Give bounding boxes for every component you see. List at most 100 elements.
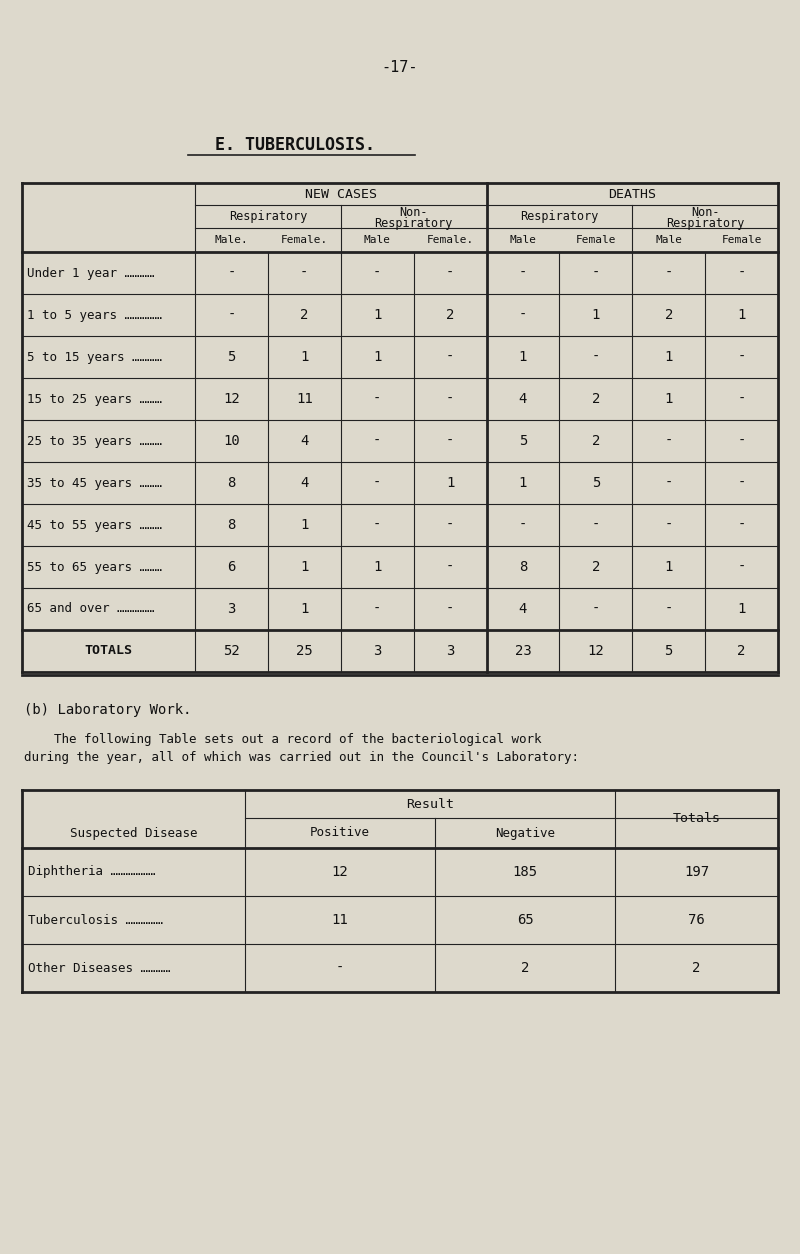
- Text: -: -: [518, 266, 527, 280]
- Text: -: -: [738, 350, 746, 364]
- Text: -: -: [738, 561, 746, 574]
- Text: 1: 1: [446, 477, 454, 490]
- Text: 1: 1: [300, 518, 309, 532]
- Text: Female.: Female.: [426, 234, 474, 245]
- Text: -: -: [373, 393, 382, 406]
- Text: -: -: [336, 961, 344, 976]
- Text: Male: Male: [510, 234, 537, 245]
- Text: 4: 4: [518, 393, 527, 406]
- Text: 1: 1: [373, 350, 382, 364]
- Text: 3: 3: [373, 645, 382, 658]
- Text: 1: 1: [518, 477, 527, 490]
- Text: 3: 3: [227, 602, 236, 616]
- Text: 6: 6: [227, 561, 236, 574]
- Text: -: -: [665, 518, 673, 532]
- Text: -: -: [592, 350, 600, 364]
- Text: -: -: [227, 308, 236, 322]
- Text: 4: 4: [300, 477, 309, 490]
- Text: Respiratory: Respiratory: [374, 217, 453, 229]
- Text: 1 to 5 years ……………: 1 to 5 years ……………: [27, 308, 162, 321]
- Text: -: -: [592, 602, 600, 616]
- Text: Other Diseases …………: Other Diseases …………: [28, 962, 170, 974]
- Text: Diphtheria ………………: Diphtheria ………………: [28, 865, 155, 879]
- Text: Non-: Non-: [691, 206, 719, 218]
- Text: E. TUBERCULOSIS.: E. TUBERCULOSIS.: [215, 135, 375, 154]
- Text: 2: 2: [300, 308, 309, 322]
- Text: 197: 197: [684, 865, 709, 879]
- Text: -: -: [446, 602, 454, 616]
- Text: 1: 1: [518, 350, 527, 364]
- Text: 1: 1: [738, 602, 746, 616]
- Text: The following Table sets out a record of the bacteriological work: The following Table sets out a record of…: [24, 734, 542, 746]
- Text: -: -: [738, 477, 746, 490]
- Text: Male.: Male.: [214, 234, 248, 245]
- Text: 65: 65: [517, 913, 534, 927]
- Text: Positive: Positive: [310, 826, 370, 839]
- Text: 2: 2: [592, 393, 600, 406]
- Text: 15 to 25 years ………: 15 to 25 years ………: [27, 393, 162, 405]
- Text: 10: 10: [223, 434, 240, 448]
- Text: Negative: Negative: [495, 826, 555, 839]
- Text: 1: 1: [738, 308, 746, 322]
- Text: 8: 8: [227, 518, 236, 532]
- Text: Suspected Disease: Suspected Disease: [70, 826, 198, 839]
- Text: Female.: Female.: [281, 234, 328, 245]
- Text: -: -: [592, 266, 600, 280]
- Text: Female: Female: [722, 234, 762, 245]
- Text: 5: 5: [665, 645, 673, 658]
- Text: -: -: [665, 602, 673, 616]
- Text: -: -: [738, 518, 746, 532]
- Text: 2: 2: [446, 308, 454, 322]
- Text: Under 1 year …………: Under 1 year …………: [27, 267, 154, 280]
- Text: 2: 2: [738, 645, 746, 658]
- Text: -: -: [373, 477, 382, 490]
- Text: 1: 1: [373, 308, 382, 322]
- Text: Respiratory: Respiratory: [229, 209, 307, 223]
- Text: 25 to 35 years ………: 25 to 35 years ………: [27, 434, 162, 448]
- Text: 1: 1: [665, 561, 673, 574]
- Text: Non-: Non-: [399, 206, 428, 218]
- Text: 1: 1: [300, 602, 309, 616]
- Text: -: -: [300, 266, 309, 280]
- Text: 3: 3: [446, 645, 454, 658]
- Text: Male: Male: [655, 234, 682, 245]
- Text: 185: 185: [513, 865, 538, 879]
- Text: 2: 2: [665, 308, 673, 322]
- Text: 1: 1: [665, 350, 673, 364]
- Text: 5: 5: [592, 477, 600, 490]
- Text: 1: 1: [665, 393, 673, 406]
- Text: -17-: -17-: [382, 60, 418, 75]
- Text: -: -: [665, 434, 673, 448]
- Text: -: -: [665, 477, 673, 490]
- Text: 8: 8: [227, 477, 236, 490]
- Text: -: -: [446, 561, 454, 574]
- Text: -: -: [446, 518, 454, 532]
- Text: Totals: Totals: [673, 813, 721, 825]
- Text: Respiratory: Respiratory: [666, 217, 744, 229]
- Text: 1: 1: [300, 350, 309, 364]
- Text: 8: 8: [518, 561, 527, 574]
- Text: 65 and over ……………: 65 and over ……………: [27, 602, 154, 616]
- Text: Result: Result: [406, 798, 454, 810]
- Text: 2: 2: [592, 561, 600, 574]
- Text: 76: 76: [688, 913, 705, 927]
- Text: -: -: [738, 266, 746, 280]
- Text: 4: 4: [300, 434, 309, 448]
- Text: -: -: [227, 266, 236, 280]
- Text: Female: Female: [575, 234, 616, 245]
- Text: during the year, all of which was carried out in the Council's Laboratory:: during the year, all of which was carrie…: [24, 751, 579, 765]
- Text: -: -: [738, 434, 746, 448]
- Text: -: -: [373, 602, 382, 616]
- Text: -: -: [373, 434, 382, 448]
- Text: 1: 1: [592, 308, 600, 322]
- Text: 35 to 45 years ………: 35 to 45 years ………: [27, 477, 162, 489]
- Text: -: -: [518, 518, 527, 532]
- Text: Male: Male: [364, 234, 390, 245]
- Text: NEW CASES: NEW CASES: [305, 188, 377, 201]
- Text: -: -: [592, 518, 600, 532]
- Text: 5: 5: [227, 350, 236, 364]
- Text: 5: 5: [518, 434, 527, 448]
- Text: 12: 12: [223, 393, 240, 406]
- Text: -: -: [446, 350, 454, 364]
- Text: 23: 23: [514, 645, 531, 658]
